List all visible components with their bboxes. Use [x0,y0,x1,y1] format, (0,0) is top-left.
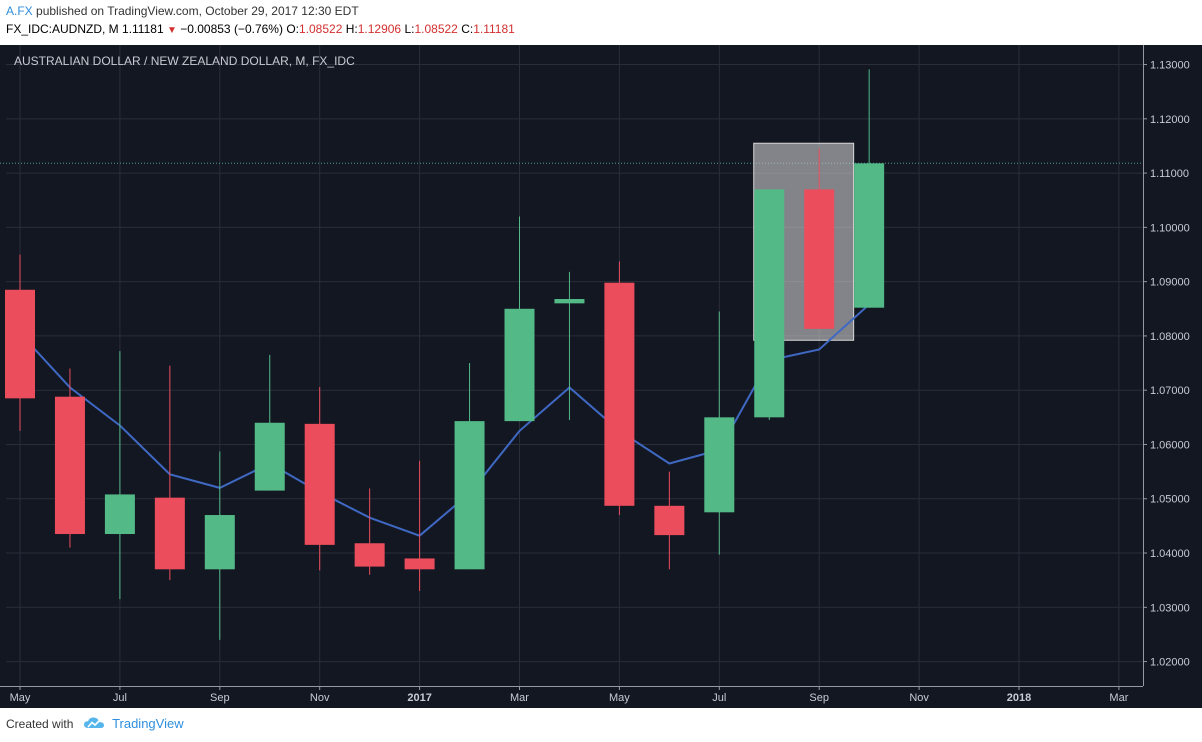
y-tick-label: 1.11000 [1150,168,1189,180]
candle-14 [704,311,735,555]
x-tick-label: Sep [809,692,829,704]
down-arrow-icon: ▼ [166,25,177,36]
candle-9 [454,363,485,570]
candles [5,69,885,640]
candle-body [154,497,185,570]
y-tick-label: 1.12000 [1150,114,1190,126]
candle-body [354,543,385,567]
x-tick-label: Jul [113,692,127,704]
x-tick-label: Mar [510,692,529,704]
y-tick-label: 1.06000 [1150,439,1190,451]
candle-body [654,505,685,536]
candle-body [304,423,335,545]
open-label: O: [286,22,299,36]
candle-1 [54,368,85,548]
x-tick-label: May [609,692,630,704]
x-axis-labels: May Jul Sep Nov 2017 Mar May Jul Sep Nov 2018 Mar [10,686,1129,704]
high-value: 1.12906 [357,22,402,36]
symbol-label: FX_IDC:AUDNZD, M [6,22,119,36]
candle-body [404,558,435,570]
publish-info: A.FX published on TradingView.com, Octob… [6,4,359,18]
published-text: published on TradingView.com, October 29… [36,4,359,18]
x-tick-label: Jul [712,692,726,704]
y-tick-label: 1.04000 [1150,548,1190,560]
y-axis-labels: 1.02000 1.03000 1.04000 1.05000 1.06000 1.070… [1143,60,1190,669]
candle-10 [504,216,535,422]
candle-3 [154,365,185,581]
x-tick-label: May [10,692,31,704]
candle-13 [654,471,685,570]
tradingview-link[interactable]: TradingView [112,716,184,731]
low-label: L: [404,22,415,36]
candle-11 [554,271,585,421]
y-tick-label: 1.07000 [1150,385,1190,397]
candle-body [454,421,485,570]
candle-body [104,494,135,535]
x-tick-label: Mar [1109,692,1128,704]
candle-2 [104,351,135,600]
y-tick-label: 1.13000 [1150,60,1190,72]
candle-body [554,299,585,304]
y-tick-label: 1.08000 [1150,331,1190,343]
y-tick-label: 1.10000 [1150,222,1190,234]
ohlc-summary: FX_IDC:AUDNZD, M 1.11181 ▼ −0.00853 (−0.… [6,22,515,36]
candle-4 [204,451,235,640]
axes [0,45,1144,687]
candle-body [704,417,735,513]
x-tick-label: Nov [909,692,929,704]
created-with-text: Created with [6,717,74,731]
close-label: C: [461,22,474,36]
high-label: H: [345,22,358,36]
candle-16 [804,148,835,329]
y-tick-label: 1.05000 [1150,494,1190,506]
candlestick-chart[interactable]: 1.02000 1.03000 1.04000 1.05000 1.06000 1.070… [0,45,1202,708]
tradingview-cloud-icon[interactable] [83,716,105,733]
candle-15 [754,189,785,421]
y-tick-label: 1.03000 [1150,602,1190,614]
x-tick-label: 2018 [1007,692,1031,704]
last-price: 1.11181 [122,22,164,36]
candle-body [604,282,635,506]
candle-17 [854,69,885,308]
author-link[interactable]: A.FX [6,4,33,18]
candle-body [54,396,85,535]
low-value: 1.08522 [414,22,458,36]
candle-0 [5,254,35,431]
candle-body [854,163,885,308]
open-value: 1.08522 [298,22,343,36]
candle-body [804,189,835,329]
candle-7 [354,488,385,575]
y-tick-label: 1.02000 [1150,657,1190,669]
candle-body [754,189,785,418]
x-tick-label: Sep [210,692,230,704]
x-tick-label: Nov [310,692,330,704]
candle-body [5,289,35,399]
footer: Created with TradingView [6,716,184,733]
y-tick-label: 1.09000 [1150,277,1190,289]
price-change: −0.00853 (−0.76%) [180,22,283,36]
candle-body [504,308,535,422]
x-tick-label: 2017 [407,692,431,704]
chart-title: AUSTRALIAN DOLLAR / NEW ZEALAND DOLLAR, … [14,54,355,68]
candle-body [254,422,285,491]
chart-background [0,45,1202,708]
candle-5 [254,354,285,491]
candle-12 [604,261,635,516]
close-value: 1.11181 [473,22,515,36]
candle-6 [304,386,335,571]
candle-body [204,515,235,570]
candle-8 [404,460,435,592]
